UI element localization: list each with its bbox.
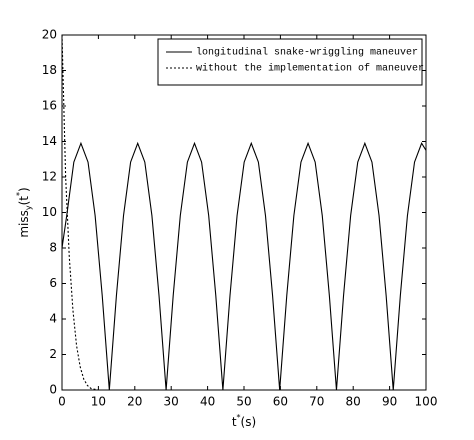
x-tick-label: 40	[200, 395, 215, 409]
series-line	[61, 141, 427, 391]
y-tick-label: 12	[42, 170, 57, 184]
series-line	[61, 34, 226, 391]
y-tick-label: 6	[49, 276, 57, 290]
y-tick-label: 14	[42, 134, 57, 148]
y-axis-label-part: (t	[17, 196, 31, 206]
y-tick-label: 8	[49, 241, 57, 255]
y-axis-label-part: miss	[17, 210, 31, 238]
x-tick-label: 30	[164, 395, 179, 409]
y-axis-label-part: *	[15, 192, 24, 196]
x-axis-label-part: (s)	[241, 415, 257, 429]
y-tick-label: 18	[42, 63, 57, 77]
y-axis-label: missy(t*)	[15, 187, 33, 237]
y-axis-label-part: )	[17, 187, 31, 192]
x-tick-label: 10	[91, 395, 106, 409]
x-tick-label: 50	[236, 395, 251, 409]
y-tick-label: 2	[49, 347, 57, 361]
y-axis-label-part: y	[24, 205, 33, 210]
legend: longitudinal snake-wriggling maneuver wit…	[157, 38, 424, 86]
x-tick-label: 20	[127, 395, 142, 409]
legend-label: longitudinal snake-wriggling maneuver	[196, 47, 418, 59]
x-tick-label: 70	[309, 395, 324, 409]
y-tick-label: 20	[42, 28, 57, 42]
y-tick-label: 0	[49, 383, 57, 397]
y-tick-label: 10	[42, 205, 57, 219]
x-tick-label: 100	[415, 395, 438, 409]
legend-label: without the implementation of maneuver	[196, 63, 424, 75]
x-tick-label: 0	[58, 395, 66, 409]
x-tick-label: 90	[382, 395, 397, 409]
plot-frame	[61, 34, 427, 391]
y-tick-label: 16	[42, 99, 57, 113]
x-axis-label-part: *	[237, 413, 241, 422]
x-axis-label-part: t	[232, 415, 237, 429]
y-tick-label: 4	[49, 312, 57, 326]
x-axis-label: t*(s)	[232, 413, 256, 429]
legend-box	[157, 38, 423, 86]
x-tick-label: 60	[273, 395, 288, 409]
x-tick-label: 80	[346, 395, 361, 409]
